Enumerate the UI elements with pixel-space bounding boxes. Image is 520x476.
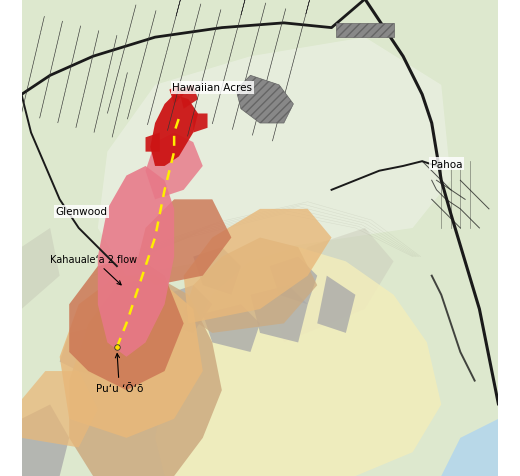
Polygon shape <box>251 286 308 343</box>
Text: Glenwood: Glenwood <box>56 207 108 217</box>
Text: Hawaiian Acres: Hawaiian Acres <box>172 83 252 93</box>
Polygon shape <box>193 114 207 133</box>
Polygon shape <box>98 167 174 357</box>
Text: Pahoa: Pahoa <box>431 159 462 169</box>
Polygon shape <box>21 405 69 476</box>
Polygon shape <box>69 276 222 476</box>
Polygon shape <box>236 76 293 124</box>
Polygon shape <box>117 305 165 352</box>
Polygon shape <box>21 371 98 447</box>
Polygon shape <box>336 24 394 38</box>
Polygon shape <box>136 200 231 286</box>
Polygon shape <box>441 419 499 476</box>
Polygon shape <box>317 276 355 333</box>
Polygon shape <box>269 228 394 343</box>
Text: Kahaualeʻa 2 flow: Kahaualeʻa 2 flow <box>50 255 137 285</box>
Polygon shape <box>170 86 184 105</box>
Polygon shape <box>155 248 441 476</box>
Text: Puʻu ʻŌʻō: Puʻu ʻŌʻō <box>96 354 143 393</box>
Polygon shape <box>165 286 212 333</box>
Polygon shape <box>184 238 317 333</box>
Polygon shape <box>98 38 451 276</box>
Polygon shape <box>179 86 198 109</box>
Polygon shape <box>269 257 317 305</box>
Polygon shape <box>203 305 260 352</box>
Polygon shape <box>21 228 60 309</box>
Polygon shape <box>69 257 184 390</box>
Polygon shape <box>193 248 241 295</box>
Polygon shape <box>184 209 332 324</box>
Polygon shape <box>60 276 203 438</box>
Polygon shape <box>146 133 160 152</box>
Polygon shape <box>150 95 198 167</box>
Polygon shape <box>146 133 203 200</box>
Polygon shape <box>60 324 126 381</box>
